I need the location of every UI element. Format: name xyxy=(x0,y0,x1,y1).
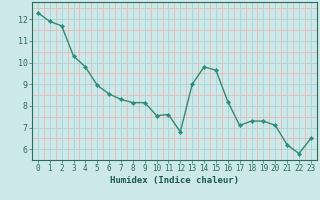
X-axis label: Humidex (Indice chaleur): Humidex (Indice chaleur) xyxy=(110,176,239,185)
